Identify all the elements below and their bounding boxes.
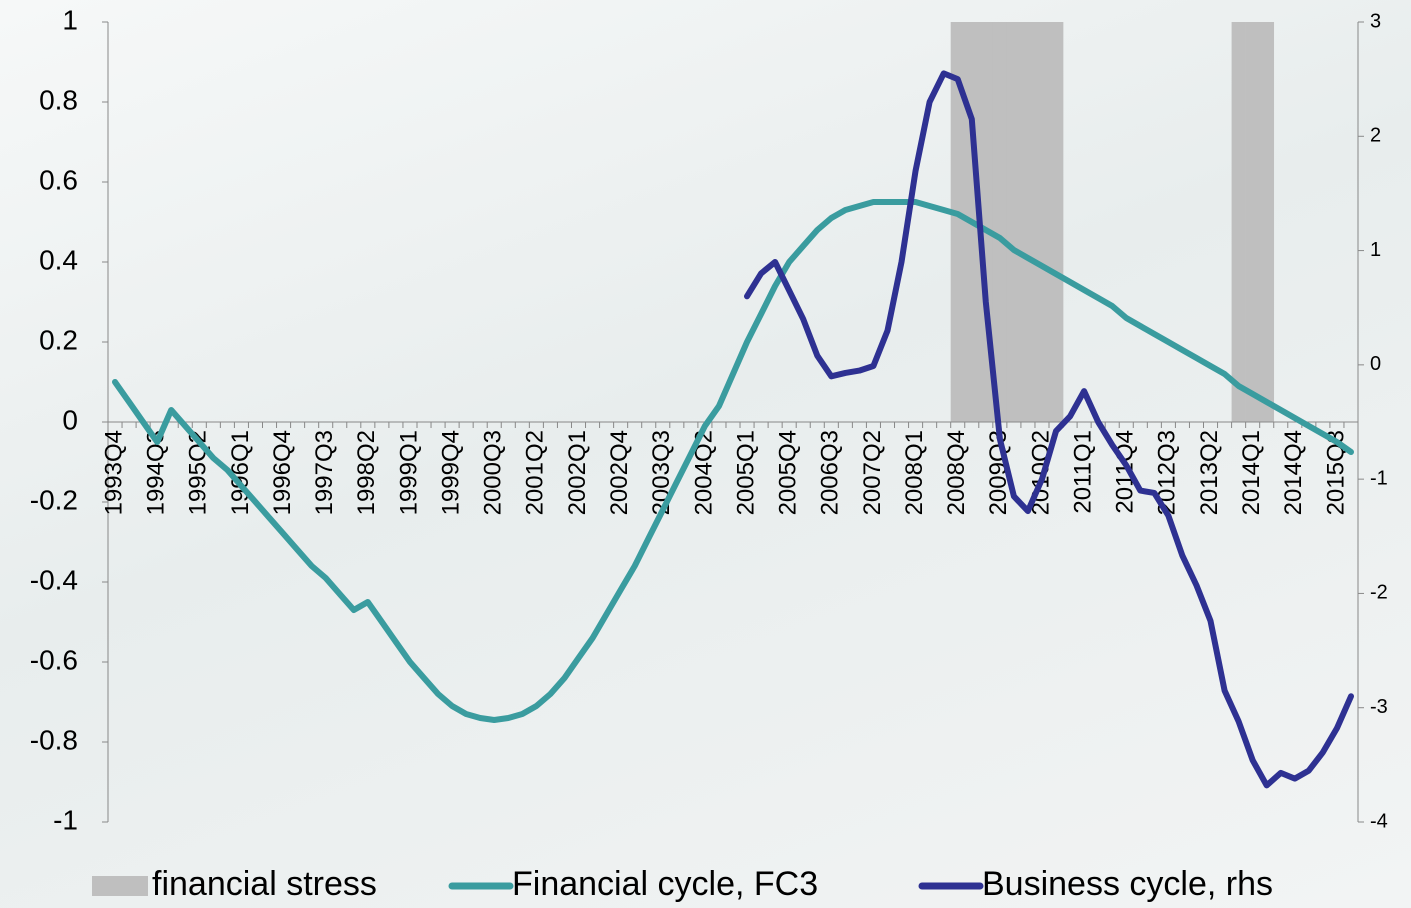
x-tick-label: 2003Q3 bbox=[648, 430, 675, 515]
y-tick-label: -0.8 bbox=[30, 724, 78, 755]
x-tick-label: 2002Q4 bbox=[606, 430, 633, 515]
x-tick-label: 2014Q4 bbox=[1280, 430, 1307, 515]
x-tick-label: 2008Q1 bbox=[901, 430, 928, 515]
x-tick-label: 1998Q2 bbox=[353, 430, 380, 515]
y2-tick-label: -2 bbox=[1370, 582, 1388, 604]
x-tick-label: 1996Q4 bbox=[269, 430, 296, 515]
x-tick-label: 2002Q1 bbox=[564, 430, 591, 515]
y2-tick-label: -4 bbox=[1370, 810, 1388, 832]
legend-label: Business cycle, rhs bbox=[982, 865, 1273, 903]
y2-tick-label: 1 bbox=[1370, 239, 1381, 261]
y-tick-label: -0.6 bbox=[30, 644, 78, 675]
y-tick-label: 0.4 bbox=[39, 244, 78, 275]
y-tick-label: 0 bbox=[62, 404, 78, 435]
y2-tick-label: -1 bbox=[1370, 467, 1388, 489]
y-tick-label: 0.6 bbox=[39, 164, 78, 195]
y-tick-label: -1 bbox=[53, 804, 78, 835]
legend-label: Financial cycle, FC3 bbox=[512, 865, 818, 903]
y2-tick-label: 3 bbox=[1370, 10, 1381, 32]
x-tick-label: 1999Q1 bbox=[395, 430, 422, 515]
x-tick-label: 2005Q4 bbox=[775, 430, 802, 515]
legend-label: financial stress bbox=[152, 865, 377, 903]
stress-bar bbox=[1049, 22, 1063, 422]
page: -1 -0.8 -0.6 -0.4 -0.2 0 0.2 0.4 0.6 0.8 1 -4 -3 -2 -1… bbox=[0, 0, 1411, 908]
legend-swatch bbox=[92, 876, 148, 896]
y-tick-label: 0.8 bbox=[39, 84, 78, 115]
y-tick-label: 1 bbox=[62, 4, 78, 35]
chart: -1 -0.8 -0.6 -0.4 -0.2 0 0.2 0.4 0.6 0.8 1 -4 -3 -2 -1… bbox=[0, 0, 1411, 908]
y2-tick-label: 2 bbox=[1370, 125, 1381, 147]
y-tick-label: 0.2 bbox=[39, 324, 78, 355]
x-tick-label: 2006Q3 bbox=[817, 430, 844, 515]
stress-bar bbox=[1246, 22, 1260, 422]
x-tick-label: 2013Q2 bbox=[1196, 430, 1223, 515]
stress-bar bbox=[1021, 22, 1035, 422]
stress-bar bbox=[1232, 22, 1246, 422]
x-tick-label: 2011Q1 bbox=[1069, 430, 1096, 514]
y-tick-label: -0.4 bbox=[30, 564, 78, 595]
y2-tick-label: -3 bbox=[1370, 696, 1388, 718]
stress-bar bbox=[1260, 22, 1274, 422]
x-tick-label: 2007Q2 bbox=[859, 430, 886, 515]
y-tick-label: -0.2 bbox=[30, 484, 78, 515]
x-tick-label: 1997Q3 bbox=[311, 430, 338, 515]
x-tick-label: 2000Q3 bbox=[480, 430, 507, 515]
x-tick-label: 1999Q4 bbox=[437, 430, 464, 515]
x-tick-label: 2008Q4 bbox=[943, 430, 970, 515]
x-tick-label: 2014Q1 bbox=[1238, 430, 1265, 515]
y2-tick-label: 0 bbox=[1370, 353, 1381, 375]
stress-bar bbox=[1007, 22, 1021, 422]
stress-bar bbox=[1035, 22, 1049, 422]
x-tick-label: 2011Q4 bbox=[1112, 430, 1139, 514]
x-tick-label: 2001Q2 bbox=[522, 430, 549, 515]
x-tick-label: 2005Q1 bbox=[732, 430, 759, 515]
x-tick-label: 1993Q4 bbox=[100, 430, 127, 515]
